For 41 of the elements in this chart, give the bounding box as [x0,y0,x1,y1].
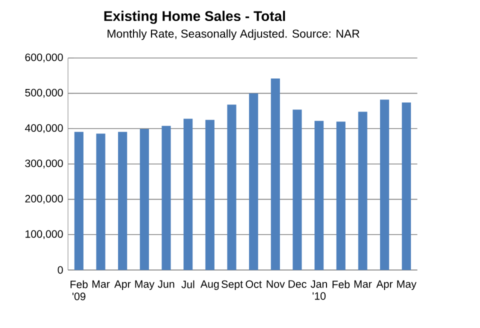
x-tick-label: May [135,280,154,290]
bar [96,134,106,270]
y-tick-label: 300,000 [25,160,63,168]
y-tick-label: 100,000 [26,230,63,240]
bar [140,129,149,270]
x-tick-label: Apr [114,280,131,290]
x-tick-label: Dec [288,280,306,288]
y-tick-label: 400,000 [24,124,63,134]
x-tick-label: Nov [266,280,285,288]
x-tick-label: Mar [92,280,110,288]
y-tick-label: 200,000 [25,194,63,204]
y-tick-label: 0 [58,266,63,274]
x-tick-label: Oct [246,280,262,288]
bar [336,122,346,270]
bar [74,132,84,270]
bar [358,112,368,270]
bar [270,78,280,270]
x-tick-label: May [397,280,416,290]
bar [380,100,390,270]
bar [292,110,302,270]
bar [314,120,324,270]
chart-subtitle: Monthly Rate, Seasonally Adjusted. Source: NAR [108,29,360,40]
chart-title: Existing Home Sales - Total [104,10,285,24]
bar [227,104,236,270]
x-tick-label: Aug [200,280,219,290]
y-tick-label: 600,000 [25,54,63,62]
x-tick-label: Jan '10 [310,280,327,300]
x-tick-label: Feb [332,280,350,288]
x-tick-label: Jun [158,280,174,288]
y-tick-label: 500,000 [25,88,63,98]
x-tick-label: Sept [222,280,243,290]
x-tick-label: Apr [376,280,393,290]
bar [118,132,128,270]
bar [162,126,171,270]
x-tick-label: Feb '09 [70,280,88,300]
bar [402,102,411,270]
bar [249,93,258,270]
x-tick-label: Jul [181,280,194,288]
x-tick-label: Mar [354,280,372,288]
bar [205,120,214,270]
bar [184,118,193,270]
